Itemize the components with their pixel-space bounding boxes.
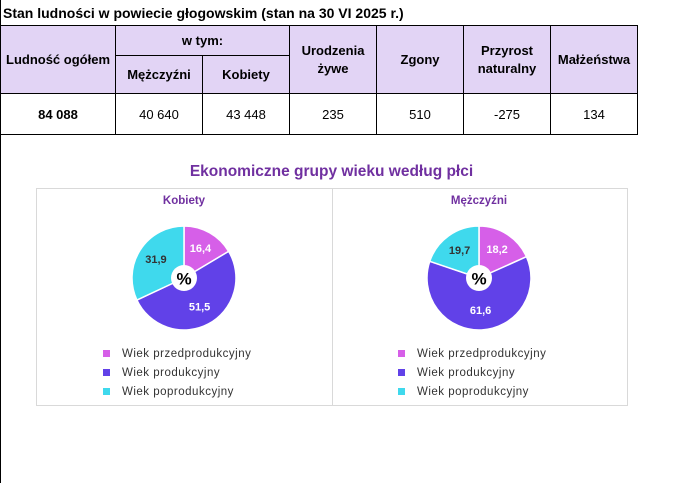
- value-births: 235: [289, 93, 377, 135]
- pie-data-label: 18,2: [486, 244, 507, 256]
- legend-swatch-pre-working: [103, 350, 110, 357]
- legend-swatch-post-working: [398, 388, 405, 395]
- header-women: Kobiety: [202, 55, 290, 94]
- value-marriages: 134: [550, 93, 638, 135]
- pie-data-label: 19,7: [449, 245, 470, 257]
- pie-chart-men: 18,2 61,6 19,7%: [426, 225, 532, 331]
- pie-slice-pre-working: [478, 225, 528, 280]
- page-left-border: [0, 0, 1, 483]
- pie-slice-post-working: [131, 225, 185, 302]
- legend-men: Wiek przedprodukcyjny Wiek produkcyjny W…: [398, 344, 546, 401]
- percent-symbol: %: [176, 270, 191, 289]
- legend-item-post-working: Wiek poprodukcyjny: [398, 382, 546, 401]
- header-births: Urodzenia żywe: [289, 25, 377, 94]
- legend-item-working: Wiek produkcyjny: [103, 363, 251, 382]
- legend-women: Wiek przedprodukcyjny Wiek produkcyjny W…: [103, 344, 251, 401]
- header-marriages: Małżeństwa: [550, 25, 638, 94]
- header-deaths: Zgony: [376, 25, 464, 94]
- pie-chart-women: 16,4 51,5 31,9%: [131, 225, 237, 331]
- value-men: 40 640: [115, 93, 203, 135]
- header-in-that: w tym:: [115, 25, 290, 56]
- legend-swatch-working: [398, 369, 405, 376]
- pie-data-label: 16,4: [190, 243, 212, 255]
- value-population-total: 84 088: [0, 93, 116, 135]
- legend-label: Wiek produkcyjny: [122, 366, 221, 379]
- header-natural-increase: Przyrost naturalny: [463, 25, 551, 94]
- legend-label: Wiek poprodukcyjny: [122, 385, 234, 398]
- legend-item-pre-working: Wiek przedprodukcyjny: [398, 344, 546, 363]
- legend-swatch-pre-working: [398, 350, 405, 357]
- pie-center-hole: [466, 265, 492, 291]
- chart-title-women: Kobiety: [162, 195, 206, 207]
- pie-center-hole: [171, 265, 197, 291]
- chart-title-men: Mężczyźni: [450, 195, 508, 207]
- charts-panel: Kobiety 16,4 51,5 31,9% Wiek przedprodukcy…: [36, 188, 628, 406]
- pie-data-label: 51,5: [189, 301, 210, 313]
- percent-symbol: %: [471, 270, 486, 289]
- value-deaths: 510: [376, 93, 464, 135]
- pie-slice-post-working: [428, 225, 480, 280]
- legend-swatch-post-working: [103, 388, 110, 395]
- legend-item-working: Wiek produkcyjny: [398, 363, 546, 382]
- legend-item-post-working: Wiek poprodukcyjny: [103, 382, 251, 401]
- legend-label: Wiek produkcyjny: [417, 366, 516, 379]
- legend-label: Wiek przedprodukcyjny: [417, 347, 547, 360]
- pie-slice-pre-working: [183, 225, 230, 280]
- legend-label: Wiek poprodukcyjny: [417, 385, 529, 398]
- chart-section-title: Ekonomiczne grupy wieku według płci: [189, 163, 474, 180]
- pie-slice-working: [426, 255, 532, 331]
- legend-swatch-working: [103, 369, 110, 376]
- legend-label: Wiek przedprodukcyjny: [122, 347, 252, 360]
- pie-data-label: 31,9: [145, 254, 166, 266]
- header-men: Mężczyźni: [115, 55, 203, 94]
- page-title: Stan ludności w powiecie głogowskim (sta…: [3, 5, 404, 21]
- pie-data-label: 61,6: [470, 305, 491, 317]
- value-women: 43 448: [202, 93, 290, 135]
- header-population-total: Ludność ogółem: [0, 25, 116, 94]
- value-natural-increase: -275: [463, 93, 551, 135]
- legend-item-pre-working: Wiek przedprodukcyjny: [103, 344, 251, 363]
- population-table: Ludność ogółem w tym: Urodzenia żywe Zgo…: [0, 25, 638, 135]
- panel-divider: [332, 189, 333, 405]
